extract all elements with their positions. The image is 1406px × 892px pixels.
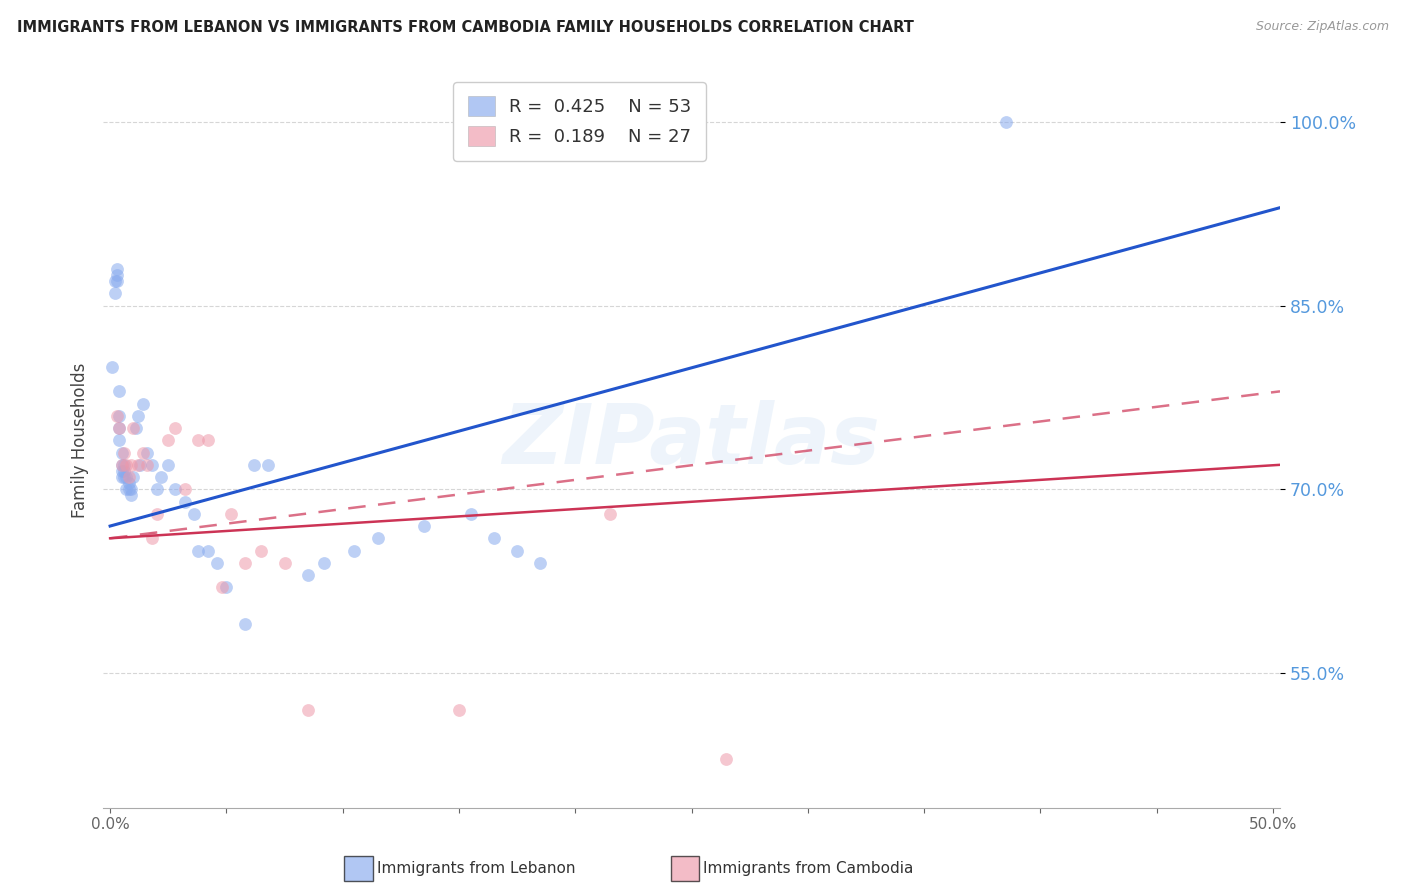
Point xyxy=(104,286,127,301)
Point xyxy=(111,445,134,459)
Point xyxy=(115,483,138,497)
Point xyxy=(120,458,142,472)
Point xyxy=(108,421,131,435)
Point xyxy=(250,543,273,558)
Point xyxy=(506,543,529,558)
Point xyxy=(115,470,138,484)
Point xyxy=(273,556,295,570)
Point xyxy=(145,483,167,497)
Point xyxy=(716,752,738,766)
Point xyxy=(197,434,219,448)
Point xyxy=(165,483,187,497)
Point xyxy=(173,483,195,497)
Text: Source: ZipAtlas.com: Source: ZipAtlas.com xyxy=(1256,20,1389,33)
Point xyxy=(118,476,141,491)
Point xyxy=(183,507,205,521)
Point xyxy=(111,458,134,472)
Point xyxy=(122,470,145,484)
Point xyxy=(141,531,163,545)
Point xyxy=(529,556,551,570)
Text: IMMIGRANTS FROM LEBANON VS IMMIGRANTS FROM CAMBODIA FAMILY HOUSEHOLDS CORRELATIO: IMMIGRANTS FROM LEBANON VS IMMIGRANTS FR… xyxy=(17,20,914,35)
Point xyxy=(215,580,238,594)
Point xyxy=(125,421,148,435)
Point xyxy=(122,421,145,435)
Legend: R =  0.425    N = 53, R =  0.189    N = 27: R = 0.425 N = 53, R = 0.189 N = 27 xyxy=(453,82,706,161)
Point xyxy=(145,507,167,521)
Point xyxy=(111,458,134,472)
Point xyxy=(111,470,134,484)
Point xyxy=(104,274,127,288)
Point xyxy=(108,384,131,399)
Point xyxy=(233,556,256,570)
Point xyxy=(108,409,131,423)
Point xyxy=(187,543,209,558)
Text: ZIPatlas: ZIPatlas xyxy=(502,400,880,481)
Point xyxy=(105,261,128,276)
Point xyxy=(115,458,138,472)
Point xyxy=(205,556,228,570)
Point xyxy=(599,507,621,521)
Point xyxy=(219,507,242,521)
Point xyxy=(197,543,219,558)
Text: Immigrants from Lebanon: Immigrants from Lebanon xyxy=(377,862,575,876)
Point xyxy=(108,434,131,448)
Point xyxy=(157,434,180,448)
Point xyxy=(257,458,280,472)
Point xyxy=(127,409,149,423)
Point xyxy=(297,568,319,582)
Point xyxy=(112,445,135,459)
Text: Immigrants from Cambodia: Immigrants from Cambodia xyxy=(703,862,914,876)
Point xyxy=(105,409,128,423)
Point xyxy=(118,483,141,497)
Point xyxy=(994,115,1017,129)
Point xyxy=(447,703,470,717)
Point xyxy=(131,445,153,459)
Point xyxy=(105,268,128,282)
Point xyxy=(157,458,180,472)
Point xyxy=(118,470,141,484)
Point xyxy=(233,617,256,632)
Point xyxy=(105,274,128,288)
Point xyxy=(127,458,149,472)
Point xyxy=(120,488,142,502)
Point xyxy=(314,556,336,570)
Point xyxy=(297,703,319,717)
Point xyxy=(136,458,159,472)
Point xyxy=(187,434,209,448)
Point xyxy=(150,470,173,484)
Y-axis label: Family Households: Family Households xyxy=(72,363,89,518)
Point xyxy=(112,464,135,478)
Point xyxy=(367,531,389,545)
Point xyxy=(243,458,266,472)
Point xyxy=(343,543,366,558)
Point xyxy=(482,531,505,545)
Point xyxy=(108,421,131,435)
Point xyxy=(211,580,233,594)
Point xyxy=(112,458,135,472)
Point xyxy=(101,359,124,374)
Point xyxy=(413,519,436,533)
Point xyxy=(111,464,134,478)
Point xyxy=(173,494,195,508)
Point xyxy=(165,421,187,435)
Point xyxy=(141,458,163,472)
Point xyxy=(131,396,153,410)
Point xyxy=(120,483,142,497)
Point xyxy=(136,445,159,459)
Point xyxy=(112,470,135,484)
Point xyxy=(460,507,482,521)
Point xyxy=(129,458,152,472)
